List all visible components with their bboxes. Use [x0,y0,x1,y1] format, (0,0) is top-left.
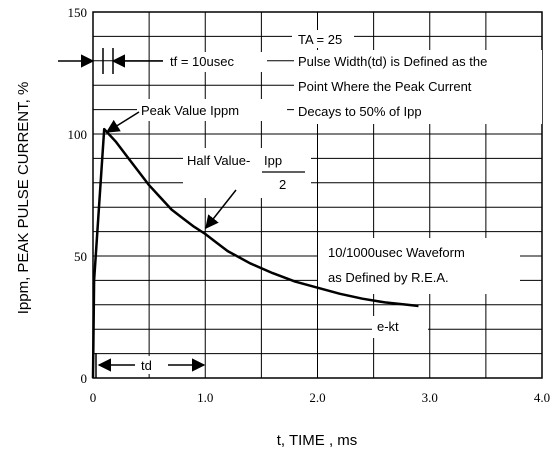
half-value-numerator: Ipp [264,153,282,168]
pulse-width-line-3: Decays to 50% of Ipp [298,104,422,119]
peak-arrow [105,111,140,133]
y-tick-label: 100 [68,127,88,142]
ekt-label: e-kt [377,319,399,334]
tf-label: tf = 10usec [170,54,234,69]
tf-label-bg [163,52,267,72]
y-tick-label: 150 [68,5,88,20]
td-bg [135,356,165,374]
td-label: td [141,358,152,373]
x-tick-label: 3.0 [422,390,438,405]
y-tick-label: 0 [81,371,88,386]
x-tick-label: 4.0 [534,390,550,405]
x-tick-label: 1.0 [197,390,213,405]
y-axis-title: Ippm, PEAK PULSE CURRENT, % [15,82,32,315]
x-tick-label: 0 [90,390,97,405]
half-value-bg [183,148,311,198]
pulse-width-note-bg [294,50,542,124]
x-axis-title: t, TIME , ms [277,432,358,449]
ta-label: TA = 25 [298,32,342,47]
peak-value-label: Peak Value Ippm [141,103,239,118]
waveform-label-2: as Defined by R.E.A. [328,270,449,285]
half-value-arrow [205,189,237,230]
ta-label-bg [292,30,354,48]
pulse-width-line-2: Point Where the Peak Current [298,79,472,94]
x-tick-labels: 0 1.0 2.0 3.0 4.0 [90,390,550,405]
waveform-note-bg [318,238,520,294]
waveform-curve [91,127,419,379]
y-tick-label: 50 [74,249,87,264]
pulse-width-line-1: Pulse Width(td) is Defined as the [298,54,487,69]
x-tick-label: 2.0 [309,390,325,405]
peak-label-bg [137,99,287,121]
ekt-bg [372,316,428,338]
plot-frame [92,11,543,379]
half-value-label: Half Value- [187,153,250,168]
y-tick-labels: 0 50 100 150 [68,5,88,386]
half-value-denominator: 2 [279,177,286,192]
waveform-label-1: 10/1000usec Waveform [328,245,465,260]
